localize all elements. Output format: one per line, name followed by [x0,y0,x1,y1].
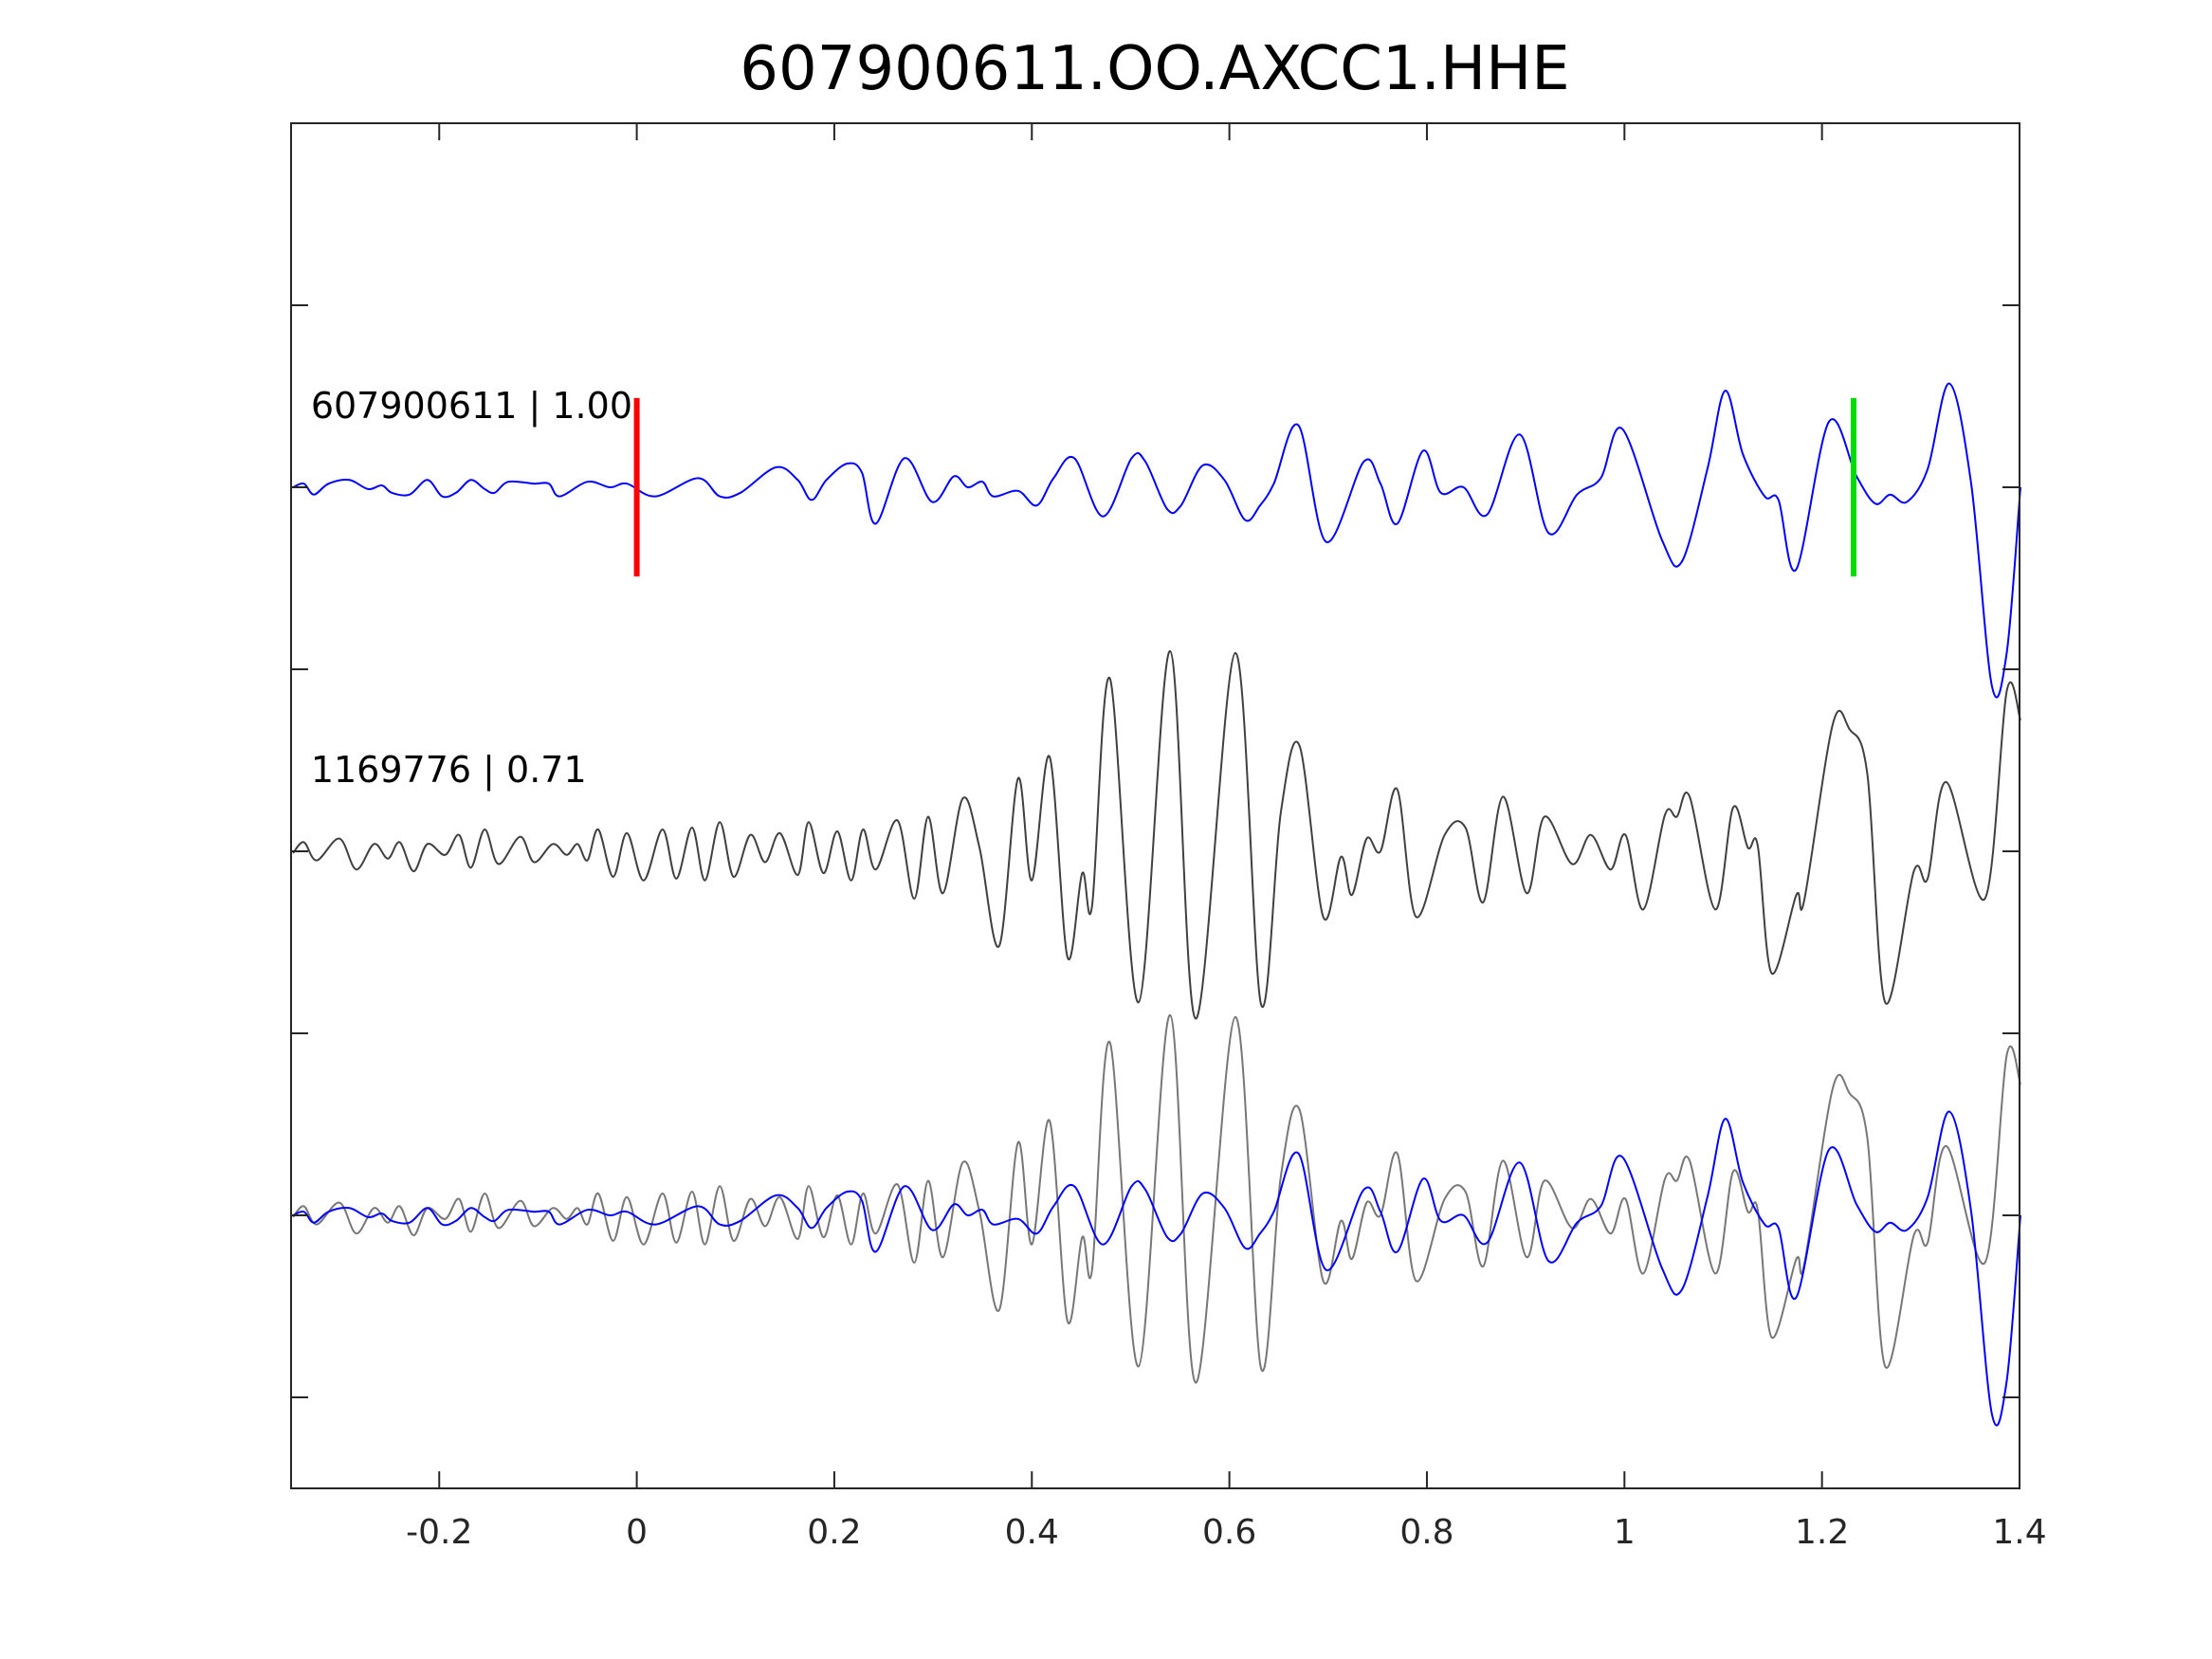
x-tick-label: 1 [1614,1513,1636,1552]
x-tick-label: 1.4 [1992,1513,2046,1552]
x-tick-labels: -0.2 0 0.2 0.4 0.6 0.8 1 1.2 1.4 [406,1513,2047,1552]
trace-reference [292,382,2021,699]
overlay-trace-reference [292,1110,2021,1427]
x-tick-label: 0.8 [1399,1513,1453,1552]
chart-title: 607900611.OO.AXCC1.HHE [740,34,1569,104]
x-tick-label: 1.2 [1795,1513,1849,1552]
x-tick-label: 0.6 [1202,1513,1256,1552]
axes [290,122,2020,1489]
traces [292,382,2021,1427]
x-tick-label: -0.2 [406,1513,472,1552]
trace-label-reference: 607900611 | 1.00 [311,385,632,428]
trace-label-neighbor: 1169776 | 0.71 [311,749,587,792]
x-tick-label: 0.2 [807,1513,861,1552]
x-tick-label: 0.4 [1005,1513,1059,1552]
x-tick-label: 0 [626,1513,648,1552]
trace-neighbor [292,649,2021,1020]
plot-frame [290,122,2020,1489]
overlay-trace-neighbor [292,1013,2021,1384]
